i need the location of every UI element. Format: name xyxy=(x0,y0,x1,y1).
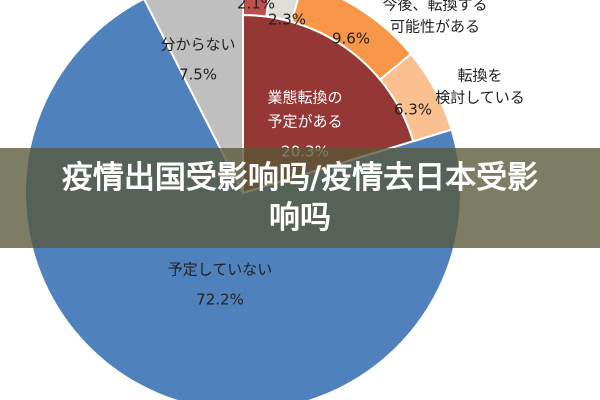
ring-slice xyxy=(378,52,453,143)
value-label: 7.5% xyxy=(179,66,217,84)
slice-label: 予定がある xyxy=(267,113,342,131)
overlay-band: 疫情出国受影响吗/疫情去日本受影响吗 xyxy=(0,148,600,248)
slice-label: 分からない xyxy=(160,36,235,54)
ring-value-label: 9.6% xyxy=(332,30,370,48)
slice-label: 予定していない xyxy=(168,261,273,279)
slice-label: 業態転換の xyxy=(267,89,342,107)
overlay-title: 疫情出国受影响吗/疫情去日本受影响吗 xyxy=(61,160,539,236)
ring-value-label: 2.3% xyxy=(268,11,306,29)
ring-label: 転換を xyxy=(457,67,502,85)
pie-slice xyxy=(143,0,244,194)
value-label: 72.2% xyxy=(196,291,244,309)
ring-value-label: 2.1% xyxy=(237,0,275,13)
ring-value-label: 6.3% xyxy=(394,101,432,119)
ring-label: 可能性がある xyxy=(390,18,480,36)
ring-label: 今後、転換する xyxy=(382,0,487,14)
ring-label: 検討している xyxy=(435,89,525,107)
